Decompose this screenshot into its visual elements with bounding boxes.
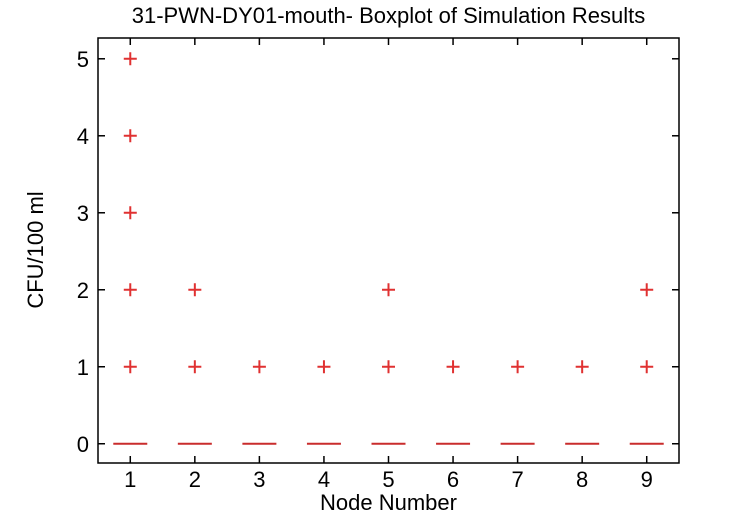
outlier-marker: [123, 52, 137, 66]
y-tick-label: 1: [77, 355, 89, 380]
x-tick-label: 5: [382, 467, 394, 492]
x-axis-label: Node Number: [320, 490, 457, 515]
x-tick-label: 4: [318, 467, 330, 492]
chart-title: 31-PWN-DY01-mouth- Boxplot of Simulation…: [131, 3, 646, 28]
outlier-marker: [123, 206, 137, 220]
x-tick-label: 9: [641, 467, 653, 492]
outlier-marker: [511, 360, 525, 374]
outlier-marker: [123, 129, 137, 143]
y-tick-label: 3: [77, 201, 89, 226]
outlier-marker: [575, 360, 589, 374]
outlier-marker: [188, 360, 202, 374]
x-tick-label: 6: [447, 467, 459, 492]
outlier-marker: [188, 283, 202, 297]
y-tick-label: 2: [77, 278, 89, 303]
outlier-marker: [252, 360, 266, 374]
x-tick-label: 7: [511, 467, 523, 492]
x-tick-label: 3: [253, 467, 265, 492]
axes-box: [97, 37, 680, 464]
outlier-marker: [640, 283, 654, 297]
outlier-marker: [640, 360, 654, 374]
y-tick-label: 5: [77, 47, 89, 72]
outlier-marker: [123, 360, 137, 374]
x-tick-label: 8: [576, 467, 588, 492]
y-tick-label: 0: [77, 432, 89, 457]
x-tick-label: 2: [189, 467, 201, 492]
x-tick-label: 1: [124, 467, 136, 492]
outlier-marker: [382, 360, 395, 374]
y-tick-label: 4: [77, 124, 89, 149]
outlier-marker: [317, 360, 331, 374]
outlier-marker: [123, 283, 137, 297]
outlier-marker: [382, 283, 395, 297]
outlier-marker: [446, 360, 460, 374]
